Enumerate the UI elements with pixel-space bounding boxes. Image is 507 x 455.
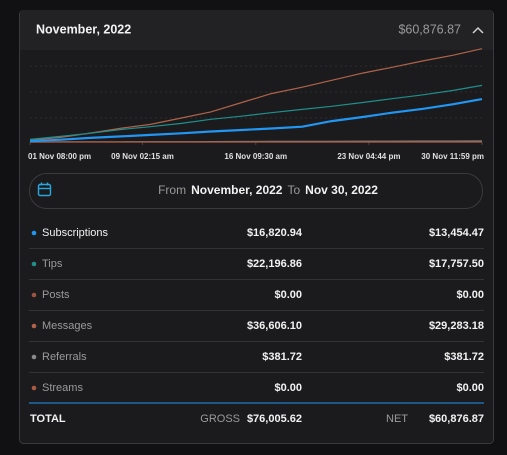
legend-dot (31, 230, 37, 236)
from-label: From (158, 183, 186, 197)
row-gross: $381.72 (262, 351, 302, 363)
row-gross: $0.00 (274, 382, 302, 394)
from-date: November, 2022 (191, 183, 283, 197)
row-name: Tips (42, 258, 63, 270)
collapse-icon[interactable] (472, 26, 484, 34)
legend-dot (31, 323, 37, 329)
legend-dot (31, 292, 37, 298)
title: November, 2022 (36, 22, 131, 36)
x-tick-label: 09 Nov 02:15 am (111, 152, 174, 161)
row-name: Messages (42, 320, 93, 332)
row-name: Referrals (42, 351, 87, 363)
x-tick-label: 30 Nov 11:59 pm (421, 152, 484, 161)
series-line (29, 84, 483, 140)
row-net: $0.00 (456, 289, 484, 301)
gross-total: $76,005.62 (247, 413, 302, 425)
breakdown-table: Subscriptions $16,820.94 $13,454.47 Tips $22… (29, 227, 484, 394)
row-gross: $36,606.10 (247, 320, 302, 332)
row-net: $0.00 (456, 382, 484, 394)
row-net: $13,454.47 (429, 227, 484, 239)
row-name: Streams (42, 382, 83, 394)
net-label: NET (386, 413, 408, 425)
card-header[interactable] (20, 10, 493, 50)
row-gross: $16,820.94 (247, 227, 303, 239)
row-name: Posts (42, 289, 70, 301)
legend-dot (31, 354, 37, 360)
series-line (29, 98, 483, 143)
to-date: Nov 30, 2022 (305, 183, 378, 197)
row-name: Subscriptions (42, 227, 109, 239)
row-net: $17,757.50 (429, 258, 484, 270)
calendar-icon (37, 182, 52, 197)
row-net: $381.72 (444, 351, 484, 363)
net-total: $60,876.87 (429, 413, 484, 425)
x-tick-label: 01 Nov 08:00 pm (28, 152, 91, 161)
row-gross: $22,196.86 (247, 258, 302, 270)
legend-dot (31, 385, 37, 391)
x-tick-label: 16 Nov 09:30 am (224, 152, 287, 161)
row-gross: $0.00 (274, 289, 302, 301)
header-total: $60,876.87 (398, 22, 461, 36)
date-range-picker[interactable] (29, 173, 483, 209)
x-tick-label: 23 Nov 04:44 pm (337, 152, 400, 161)
chart: 01 Nov 08:00 pm 09 Nov 02:15 am 16 Nov 09:… (28, 48, 484, 161)
legend-dot (31, 261, 37, 267)
total-label: TOTAL (30, 413, 66, 425)
date-range: From November, 2022 To Nov 30, 2022 (158, 183, 378, 197)
to-label: To (287, 183, 300, 197)
row-net: $29,283.18 (429, 320, 484, 332)
series-line (29, 48, 483, 141)
gross-label: GROSS (200, 413, 240, 425)
